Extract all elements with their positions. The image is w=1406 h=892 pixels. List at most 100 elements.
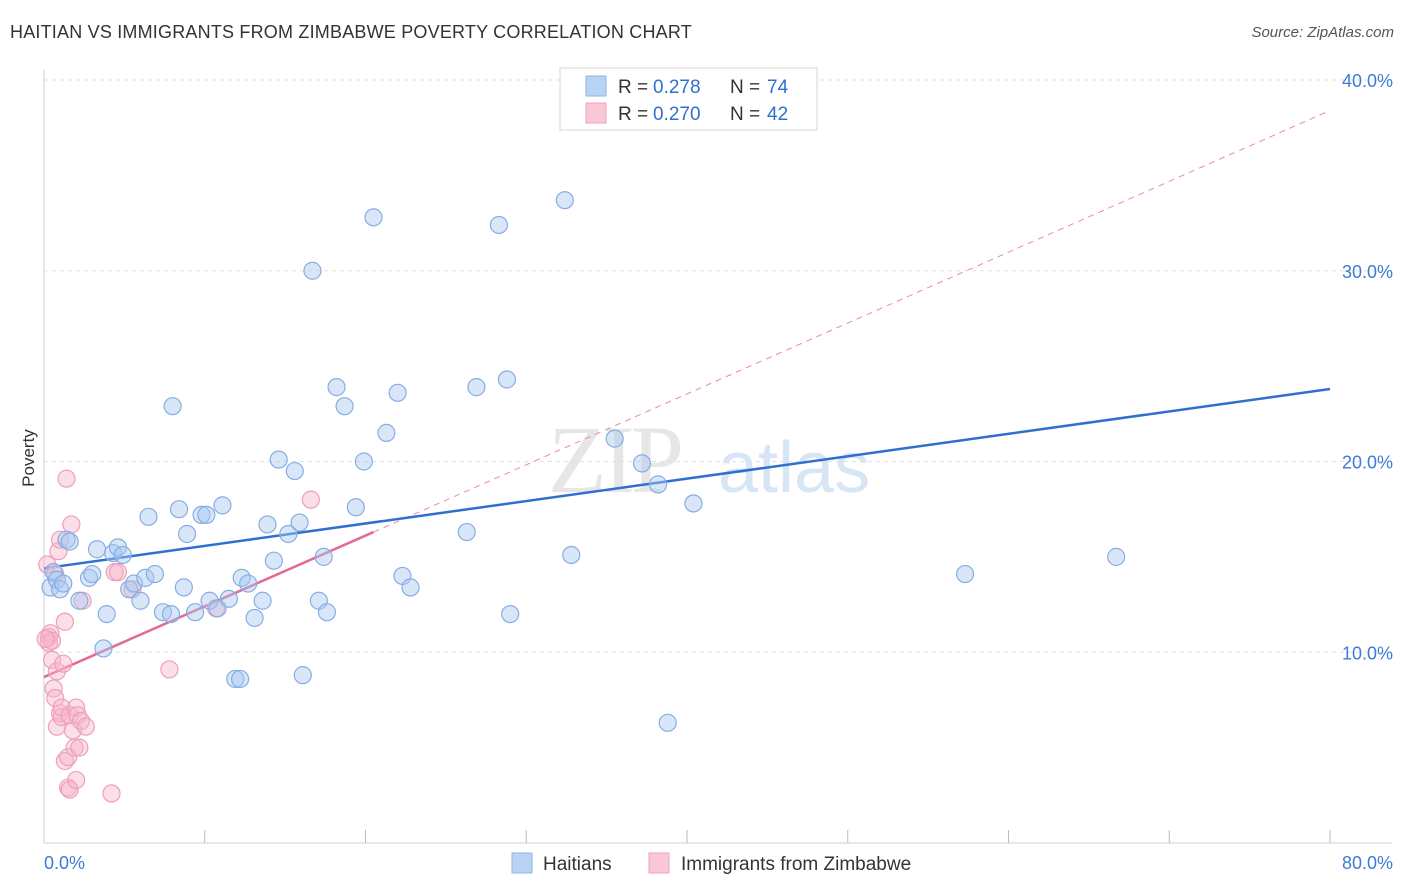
point-haitians [54, 574, 73, 593]
point-haitians [213, 496, 232, 515]
point-zimbabwe [47, 662, 66, 681]
point-zimbabwe [71, 711, 91, 731]
point-zimbabwe [67, 770, 86, 790]
point-zimbabwe [55, 612, 74, 631]
point-haitians [346, 498, 365, 517]
y-tick-label: 20.0% [1342, 453, 1393, 473]
chart-title: HAITIAN VS IMMIGRANTS FROM ZIMBABWE POVE… [10, 22, 692, 42]
point-haitians [684, 494, 703, 513]
point-haitians [245, 608, 264, 628]
point-haitians [285, 461, 304, 481]
legend-r-value-1: 0.278 [653, 77, 701, 98]
bottom-legend-swatch-zimbabwe [648, 852, 670, 874]
top-legend: R = 0.278 N = 74 R = 0.270 N = 42 [559, 67, 818, 131]
point-haitians [317, 603, 337, 622]
point-haitians [70, 591, 89, 610]
point-haitians [605, 429, 624, 448]
point-haitians [658, 713, 677, 732]
legend-swatch-haitians [585, 75, 607, 97]
point-zimbabwe [42, 631, 62, 650]
point-haitians [136, 568, 155, 587]
point-zimbabwe [65, 738, 84, 757]
point-haitians [457, 522, 476, 542]
point-haitians [124, 574, 144, 593]
point-haitians [163, 397, 182, 416]
point-haitians [632, 454, 652, 473]
trend-line-zimbabwe-extrapolated [373, 110, 1331, 533]
point-haitians [57, 530, 76, 549]
point-haitians [226, 669, 245, 689]
point-haitians [501, 604, 520, 624]
point-haitians [303, 261, 322, 280]
bottom-legend: Haitians Immigrants from Zimbabwe [511, 852, 911, 875]
point-haitians [83, 564, 102, 584]
point-haitians [497, 370, 517, 389]
point-haitians [231, 669, 250, 689]
legend-r-label-2: R = [618, 104, 648, 125]
point-zimbabwe [301, 490, 320, 509]
point-haitians [293, 666, 312, 685]
point-zimbabwe [54, 654, 73, 673]
y-tick-label: 40.0% [1342, 71, 1393, 91]
point-zimbabwe [108, 563, 128, 582]
point-haitians [60, 532, 79, 551]
point-haitians [290, 513, 309, 532]
point-haitians [648, 475, 668, 494]
source-credit: Source: ZipAtlas.com [1251, 24, 1394, 41]
y-axis-label: Poverty [19, 429, 38, 487]
point-haitians [113, 545, 132, 565]
point-haitians [388, 383, 407, 402]
legend-n-value-2: 42 [767, 104, 788, 125]
point-zimbabwe [44, 679, 63, 698]
bottom-legend-label-zimbabwe: Immigrants from Zimbabwe [681, 854, 911, 875]
point-zimbabwe [60, 780, 79, 799]
point-haitians [401, 578, 420, 597]
point-haitians [219, 589, 238, 608]
point-haitians [562, 545, 581, 565]
legend-swatch-zimbabwe [585, 102, 607, 124]
point-haitians [177, 524, 197, 544]
point-haitians [253, 591, 272, 610]
legend-r-value-2: 0.270 [653, 104, 701, 125]
point-haitians [161, 604, 181, 624]
point-zimbabwe [42, 650, 62, 669]
point-haitians [97, 604, 116, 624]
legend-n-value-1: 74 [767, 77, 789, 98]
trend-line-haitians [43, 387, 1331, 570]
watermark-zip: ZIP [548, 406, 681, 513]
point-haitians [489, 215, 509, 235]
point-zimbabwe [67, 698, 86, 717]
legend-n-label-2: N = [730, 104, 760, 125]
point-haitians [50, 580, 70, 599]
point-haitians [139, 507, 158, 526]
point-haitians [269, 450, 288, 469]
point-haitians [327, 378, 346, 397]
x-tick-label-max: 80.0% [1342, 853, 1393, 873]
point-haitians [169, 500, 189, 519]
x-tick-label-min: 0.0% [44, 853, 85, 873]
point-haitians [94, 639, 113, 658]
point-zimbabwe [62, 515, 81, 534]
point-haitians [1107, 547, 1126, 566]
legend-r-label-1: R = [618, 77, 648, 98]
point-haitians [239, 574, 258, 593]
bottom-legend-label-haitians: Haitians [543, 854, 612, 875]
point-haitians [555, 191, 574, 210]
point-haitians [377, 423, 396, 442]
point-haitians [314, 547, 333, 566]
point-haitians [335, 397, 354, 416]
point-haitians [354, 452, 373, 471]
point-haitians [131, 591, 150, 610]
point-haitians [197, 505, 216, 525]
point-zimbabwe [41, 624, 60, 643]
point-haitians [174, 578, 193, 597]
point-haitians [120, 580, 139, 599]
y-tick-label: 10.0% [1342, 643, 1393, 663]
watermark-atlas: atlas [718, 428, 870, 508]
point-zimbabwe [70, 738, 89, 757]
point-haitians [186, 603, 205, 622]
point-haitians [955, 564, 975, 584]
point-haitians [364, 208, 383, 227]
bottom-legend-swatch-haitians [511, 852, 533, 874]
